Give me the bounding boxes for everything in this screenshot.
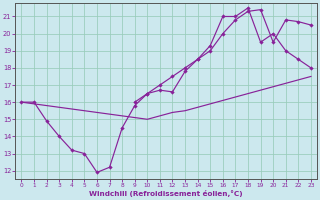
X-axis label: Windchill (Refroidissement éolien,°C): Windchill (Refroidissement éolien,°C)	[89, 190, 243, 197]
